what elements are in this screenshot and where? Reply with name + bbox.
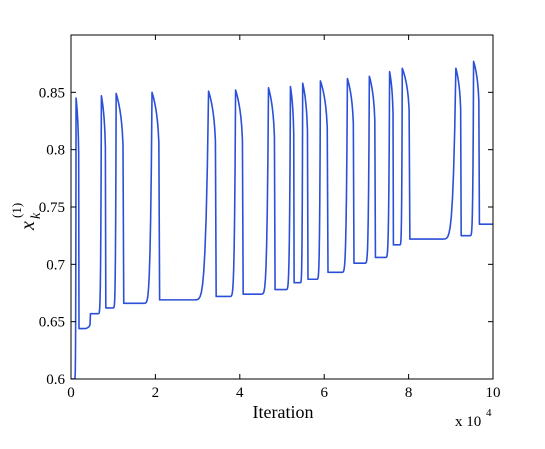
y-tick-label: 0.75 bbox=[39, 200, 65, 216]
y-axis-title-base: x bbox=[17, 221, 39, 231]
y-tick-label: 0.65 bbox=[39, 315, 65, 331]
y-tick-label: 0.6 bbox=[46, 372, 65, 388]
y-axis-title-sup: (1) bbox=[9, 203, 24, 218]
y-axis-title-sub: k bbox=[29, 212, 44, 219]
x-tick-label: 8 bbox=[405, 385, 413, 401]
x-axis-title: Iteration bbox=[253, 402, 314, 422]
x-tick-label: 10 bbox=[486, 385, 501, 401]
series-line bbox=[71, 60, 493, 379]
y-tick-label: 0.85 bbox=[39, 85, 65, 101]
y-tick-label: 0.8 bbox=[46, 143, 65, 159]
axis-ticks bbox=[70, 35, 494, 380]
tick-labels: 0 2 4 6 8 10 0.6 0.65 0.7 0.75 0.8 0.85 bbox=[39, 85, 501, 401]
x-tick-label: 4 bbox=[236, 385, 244, 401]
x-tick-label: 0 bbox=[67, 385, 75, 401]
x-exponent-base: x 10 bbox=[455, 414, 481, 430]
x-tick-label: 6 bbox=[320, 385, 328, 401]
x-tick-label: 2 bbox=[152, 385, 160, 401]
x-axis-exponent: x 10 4 bbox=[455, 407, 492, 430]
x-exponent-power: 4 bbox=[486, 407, 492, 419]
y-tick-label: 0.7 bbox=[46, 257, 65, 273]
y-axis-title: x k (1) bbox=[9, 203, 44, 231]
